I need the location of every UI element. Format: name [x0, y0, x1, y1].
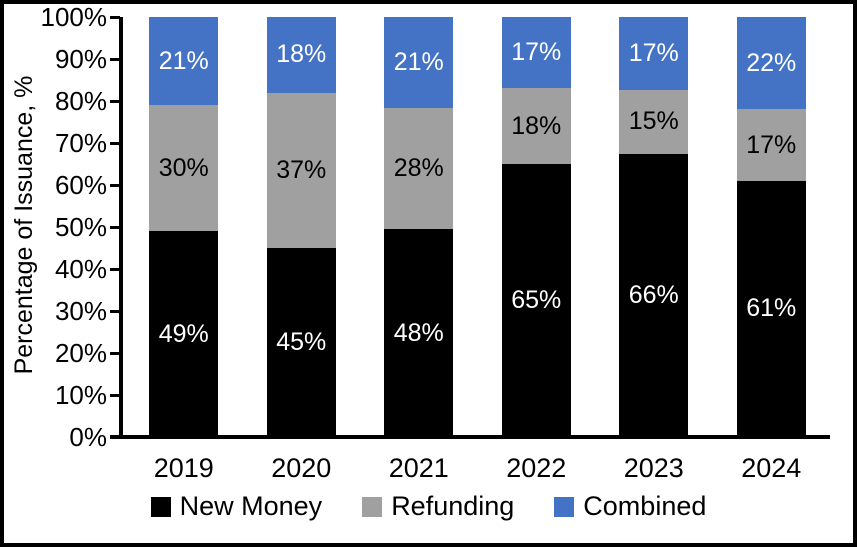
- y-tick-label: 90%: [54, 44, 107, 74]
- bar-segment-combined: 22%: [736, 17, 806, 110]
- bar-segment-label: 17%: [746, 130, 797, 159]
- x-tick-label-2021: 2021: [388, 453, 449, 483]
- legend-item-new-money: New Money: [150, 491, 323, 522]
- legend-swatch-combined: [554, 496, 575, 517]
- y-tick-mark: [110, 267, 120, 271]
- bar-segment-combined: 17%: [619, 17, 689, 90]
- bar-segment-new-money: 65%: [501, 163, 571, 437]
- y-tick-label: 0%: [69, 422, 107, 452]
- y-axis-line: [119, 17, 123, 439]
- bar-segment-new-money: 48%: [384, 229, 454, 437]
- bar-segment-label: 21%: [393, 47, 444, 76]
- bar-segment-label: 45%: [276, 327, 327, 356]
- y-tick-label: 30%: [54, 296, 107, 326]
- bar-2023: 17% 15% 66%: [619, 17, 689, 437]
- legend: New Money Refunding Combined: [4, 491, 853, 522]
- bar-segment-label: 61%: [746, 294, 797, 323]
- legend-swatch-refunding: [362, 496, 383, 517]
- bar-segment-refunding: 37%: [266, 92, 336, 248]
- bar-segment-label: 65%: [511, 285, 562, 314]
- y-tick-mark: [110, 183, 120, 187]
- y-tick-label: 40%: [54, 254, 107, 284]
- x-axis-line: [110, 435, 830, 439]
- bar-segment-label: 66%: [628, 281, 679, 310]
- bar-segment-combined: 17%: [501, 17, 571, 89]
- legend-label: Combined: [583, 491, 707, 521]
- x-tick-label-2024: 2024: [741, 453, 802, 483]
- y-tick-label: 60%: [54, 170, 107, 200]
- x-tick-label-2022: 2022: [506, 453, 567, 483]
- bar-segment-refunding: 15%: [619, 89, 689, 155]
- bar-segment-label: 28%: [393, 154, 444, 183]
- bar-segment-label: 37%: [276, 155, 327, 184]
- bar-segment-refunding: 30%: [149, 105, 219, 232]
- bar-segment-refunding: 18%: [501, 88, 571, 164]
- bar-segment-label: 15%: [628, 107, 679, 136]
- legend-item-refunding: Refunding: [362, 491, 514, 522]
- bar-segment-combined: 21%: [149, 17, 219, 106]
- legend-label: Refunding: [391, 491, 515, 521]
- bar-segment-combined: 18%: [266, 17, 336, 93]
- bar-segment-combined: 21%: [384, 17, 454, 108]
- x-tick-label-2020: 2020: [271, 453, 332, 483]
- bar-2019: 21% 30% 49%: [149, 17, 219, 437]
- bar-segment-refunding: 17%: [736, 109, 806, 181]
- y-tick-label: 20%: [54, 338, 107, 368]
- y-tick-mark: [110, 309, 120, 313]
- y-tick-label: 100%: [40, 2, 108, 32]
- bar-segment-label: 49%: [158, 319, 209, 348]
- y-tick-mark: [110, 435, 120, 439]
- y-tick-label: 50%: [54, 212, 107, 242]
- bar-2020: 18% 37% 45%: [266, 17, 336, 437]
- bar-2024: 22% 17% 61%: [736, 17, 806, 437]
- bar-segment-new-money: 45%: [266, 247, 336, 437]
- y-tick-mark: [110, 57, 120, 61]
- bar-segment-new-money: 61%: [736, 180, 806, 437]
- bar-segment-label: 22%: [746, 48, 797, 77]
- y-tick-mark: [110, 15, 120, 19]
- bar-segment-label: 30%: [158, 153, 209, 182]
- legend-swatch-new-money: [150, 496, 171, 517]
- y-tick-mark: [110, 393, 120, 397]
- bar-segment-label: 18%: [511, 111, 562, 140]
- legend-item-combined: Combined: [554, 491, 706, 522]
- bar-2022: 17% 18% 65%: [501, 17, 571, 437]
- bar-2021: 21% 28% 48%: [384, 17, 454, 437]
- y-tick-label: 10%: [54, 380, 107, 410]
- legend-label: New Money: [179, 491, 323, 521]
- y-tick-label: 80%: [54, 86, 107, 116]
- bar-segment-refunding: 28%: [384, 107, 454, 230]
- x-tick-label-2019: 2019: [153, 453, 214, 483]
- y-tick-label: 70%: [54, 128, 107, 158]
- y-tick-mark: [110, 99, 120, 103]
- x-tick-label-2023: 2023: [623, 453, 684, 483]
- bar-segment-label: 17%: [628, 38, 679, 67]
- y-tick-mark: [110, 351, 120, 355]
- bar-segment-label: 18%: [276, 40, 327, 69]
- bar-segment-label: 21%: [158, 46, 209, 75]
- bar-segment-new-money: 49%: [149, 231, 219, 437]
- bar-segment-new-money: 66%: [619, 154, 689, 437]
- y-tick-mark: [110, 225, 120, 229]
- y-tick-mark: [110, 141, 120, 145]
- bar-segment-label: 48%: [393, 318, 444, 347]
- bar-segment-label: 17%: [511, 38, 562, 67]
